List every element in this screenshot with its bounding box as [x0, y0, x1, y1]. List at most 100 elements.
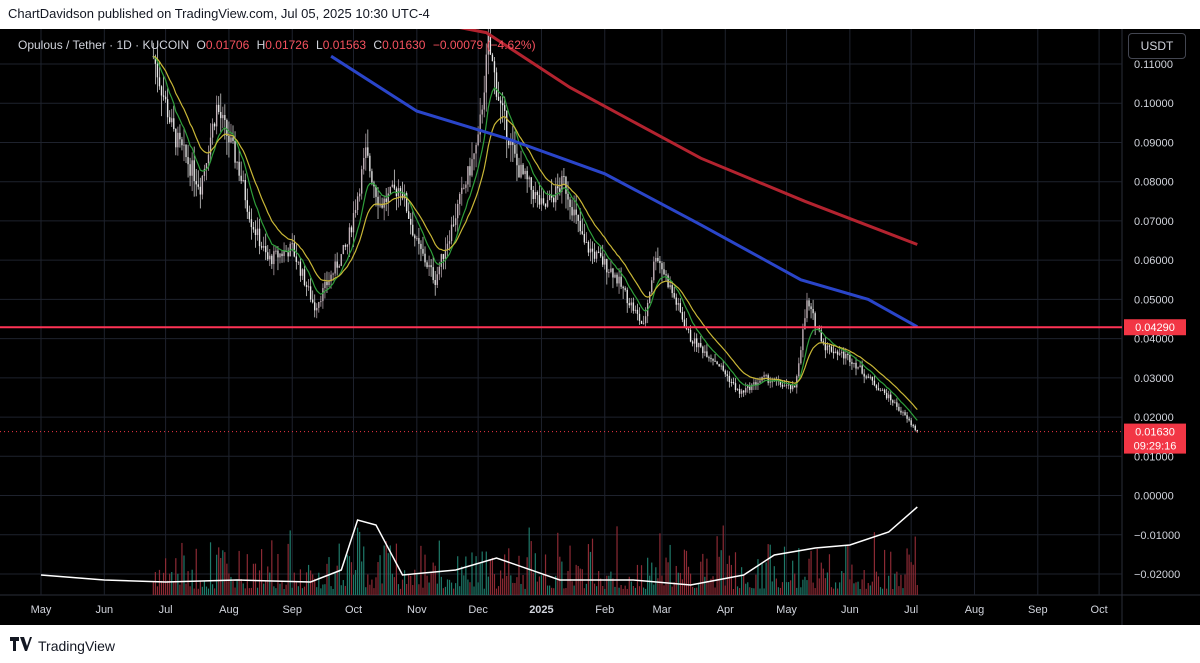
- candle-body: [236, 161, 238, 163]
- volume-bar: [446, 579, 449, 595]
- candle-body: [224, 115, 226, 121]
- candle-body: [440, 254, 443, 267]
- candle-body: [599, 252, 602, 257]
- volume-bar: [269, 572, 271, 595]
- volume-bar: [828, 554, 831, 595]
- candle-body: [371, 171, 373, 183]
- candle-body: [491, 54, 494, 62]
- volume-bar: [830, 587, 833, 595]
- volume-bar: [285, 584, 287, 595]
- volume-bar: [869, 585, 871, 595]
- candle-body: [804, 318, 806, 330]
- y-tick-label: 0.04000: [1134, 334, 1174, 346]
- candle-body: [512, 139, 514, 145]
- candle-body: [865, 376, 867, 378]
- candle-body: [567, 193, 569, 200]
- volume-bar: [471, 552, 473, 595]
- candle-body: [902, 412, 904, 414]
- candle-body: [260, 246, 263, 248]
- y-tick-label: 0.06000: [1134, 255, 1174, 267]
- candle-body: [814, 313, 816, 328]
- volume-bar: [867, 583, 869, 595]
- y-tick-label: 0.11000: [1134, 59, 1173, 71]
- volume-bar: [747, 582, 749, 595]
- candle-body: [299, 261, 302, 276]
- volume-bar: [714, 587, 716, 595]
- volume-bar: [557, 532, 559, 595]
- volume-bar: [900, 574, 902, 595]
- volume-bar: [256, 587, 259, 595]
- candle-body: [232, 137, 234, 141]
- volume-bar: [604, 588, 606, 595]
- candle-body: [477, 134, 479, 146]
- tradingview-logo[interactable]: TradingView: [10, 637, 115, 654]
- candle-body: [542, 198, 545, 204]
- candle-body: [222, 115, 224, 119]
- candle-body: [838, 353, 841, 355]
- volume-bar: [818, 578, 820, 595]
- volume-bar: [187, 571, 189, 595]
- volume-bar: [518, 555, 520, 595]
- volume-bar: [359, 531, 361, 595]
- candle-body: [213, 123, 216, 127]
- candle-body: [679, 303, 682, 313]
- candle-body: [436, 274, 438, 285]
- volume-bar: [342, 580, 344, 595]
- volume-bar: [645, 588, 647, 595]
- candle-body: [254, 229, 257, 236]
- volume-bar: [659, 533, 661, 595]
- price-chart[interactable]: 0.04290 0.01630 09:29:16 0.11000 0.10000 0.0…: [0, 29, 1200, 625]
- candle-body: [720, 365, 722, 367]
- candle-body: [904, 412, 906, 416]
- candle-body: [320, 301, 322, 303]
- volume-bar: [246, 554, 248, 595]
- y-tick-label: 0.08000: [1134, 177, 1174, 189]
- volume-bar: [350, 562, 353, 595]
- volume-bar: [755, 574, 757, 595]
- volume-bar: [555, 575, 557, 595]
- x-tick-label: Sep: [1028, 604, 1048, 616]
- candle-body: [640, 320, 643, 324]
- ema-fast-line: [152, 55, 918, 421]
- volume-bar: [165, 558, 167, 595]
- volume-bar: [326, 563, 328, 595]
- volume-bar: [538, 576, 540, 595]
- candle-body: [571, 207, 573, 216]
- candle-body: [430, 265, 432, 268]
- candle-body: [781, 384, 784, 387]
- candle-body: [695, 338, 698, 348]
- candle-body: [326, 281, 328, 286]
- volume-bar: [167, 580, 169, 595]
- candle-body: [407, 211, 410, 219]
- candle-body: [269, 255, 271, 260]
- volume-bar: [367, 574, 369, 595]
- candle-body: [309, 286, 312, 300]
- candle-body: [487, 34, 490, 55]
- x-tick-label: 2025: [529, 604, 553, 616]
- volume-bar: [892, 588, 894, 595]
- candle-body: [851, 362, 853, 364]
- y-tick-label: 0.10000: [1134, 98, 1174, 110]
- candle-body: [405, 193, 408, 212]
- candle-body: [604, 259, 606, 265]
- volume-bar: [536, 581, 538, 595]
- currency-unit-button[interactable]: USDT: [1128, 33, 1186, 59]
- volume-bar: [522, 575, 524, 595]
- volume-bar: [344, 585, 346, 595]
- candle-body: [485, 54, 487, 93]
- volume-bar: [875, 571, 878, 595]
- candle-body: [726, 374, 729, 376]
- open-value: 0.01706: [205, 38, 250, 52]
- candle-body: [626, 289, 628, 304]
- volume-bar: [193, 588, 195, 595]
- volume-bar: [412, 585, 414, 595]
- candle-body: [189, 164, 191, 176]
- volume-bar: [726, 563, 728, 595]
- candle-body: [722, 365, 724, 371]
- volume-bar: [220, 557, 222, 595]
- candle-body: [828, 345, 831, 347]
- candle-body: [389, 186, 391, 194]
- candle-body: [591, 248, 594, 252]
- volume-bar: [800, 587, 802, 595]
- volume-bar: [765, 562, 767, 595]
